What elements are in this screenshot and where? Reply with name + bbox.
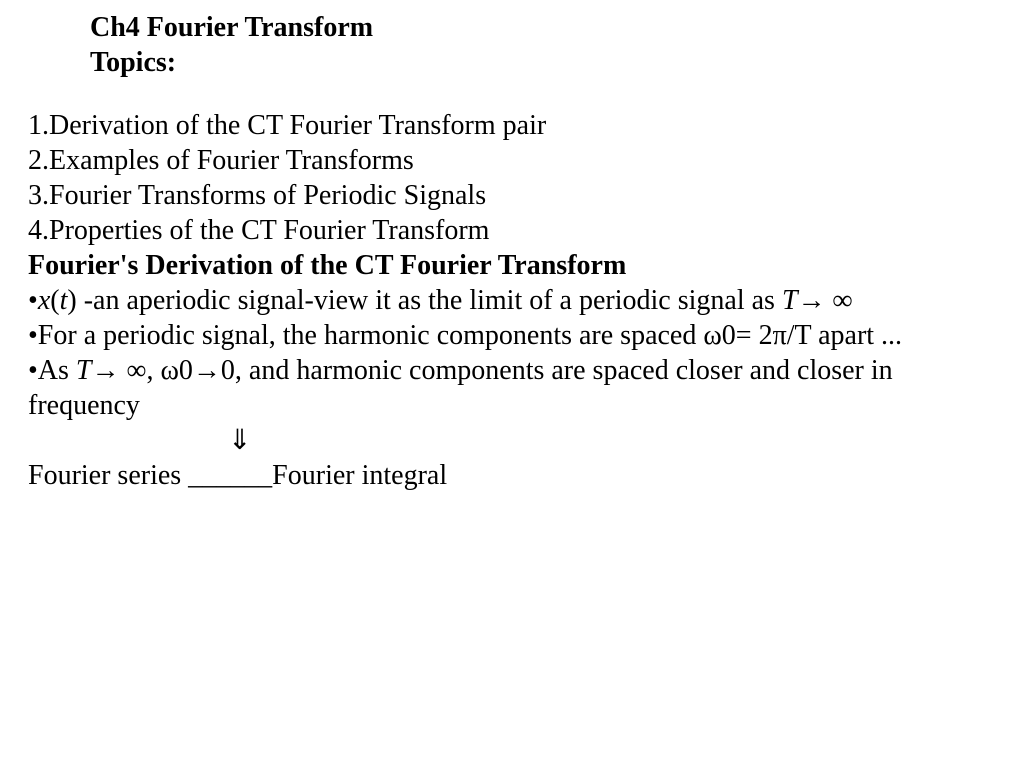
content-block: 1.Derivation of the CT Fourier Transform… (28, 108, 988, 493)
bullet-3-rest: → ∞, ω0→0, and harmonic components are s… (28, 355, 893, 421)
topic-item-4: 4.Properties of the CT Fourier Transform (28, 213, 988, 248)
title-block: Ch4 Fourier Transform Topics: (90, 10, 1024, 80)
topic-item-2: 2.Examples of Fourier Transforms (28, 143, 988, 178)
slide-container: Ch4 Fourier Transform Topics: 1.Derivati… (0, 0, 1024, 493)
bullet-3-T: T (76, 355, 92, 386)
bullet-1-arrow-inf: → ∞ (798, 285, 853, 316)
title-line-1: Ch4 Fourier Transform (90, 10, 1024, 45)
topic-item-1: 1.Derivation of the CT Fourier Transform… (28, 108, 988, 143)
down-arrow-line: ⇓ (28, 423, 988, 458)
bullet-1-x: x (38, 285, 50, 316)
bullet-3: •As T→ ∞, ω0→0, and harmonic components … (28, 353, 988, 423)
bullet-1-text: -an aperiodic signal-view it as the limi… (77, 285, 782, 316)
conclusion-line: Fourier series ______Fourier integral (28, 458, 988, 493)
down-double-arrow-icon: ⇓ (228, 425, 251, 456)
bullet-1-T: T (782, 285, 798, 316)
title-line-2: Topics: (90, 45, 1024, 80)
subheading: Fourier's Derivation of the CT Fourier T… (28, 248, 988, 283)
bullet-1-close: ) (67, 285, 76, 316)
bullet-2: •For a periodic signal, the harmonic com… (28, 318, 988, 353)
bullet-3-prefix: •As (28, 355, 76, 386)
topic-item-3: 3.Fourier Transforms of Periodic Signals (28, 178, 988, 213)
bullet-1-prefix: • (28, 285, 38, 316)
bullet-1: •x(t) -an aperiodic signal-view it as th… (28, 283, 988, 318)
bullet-1-open: ( (50, 285, 59, 316)
